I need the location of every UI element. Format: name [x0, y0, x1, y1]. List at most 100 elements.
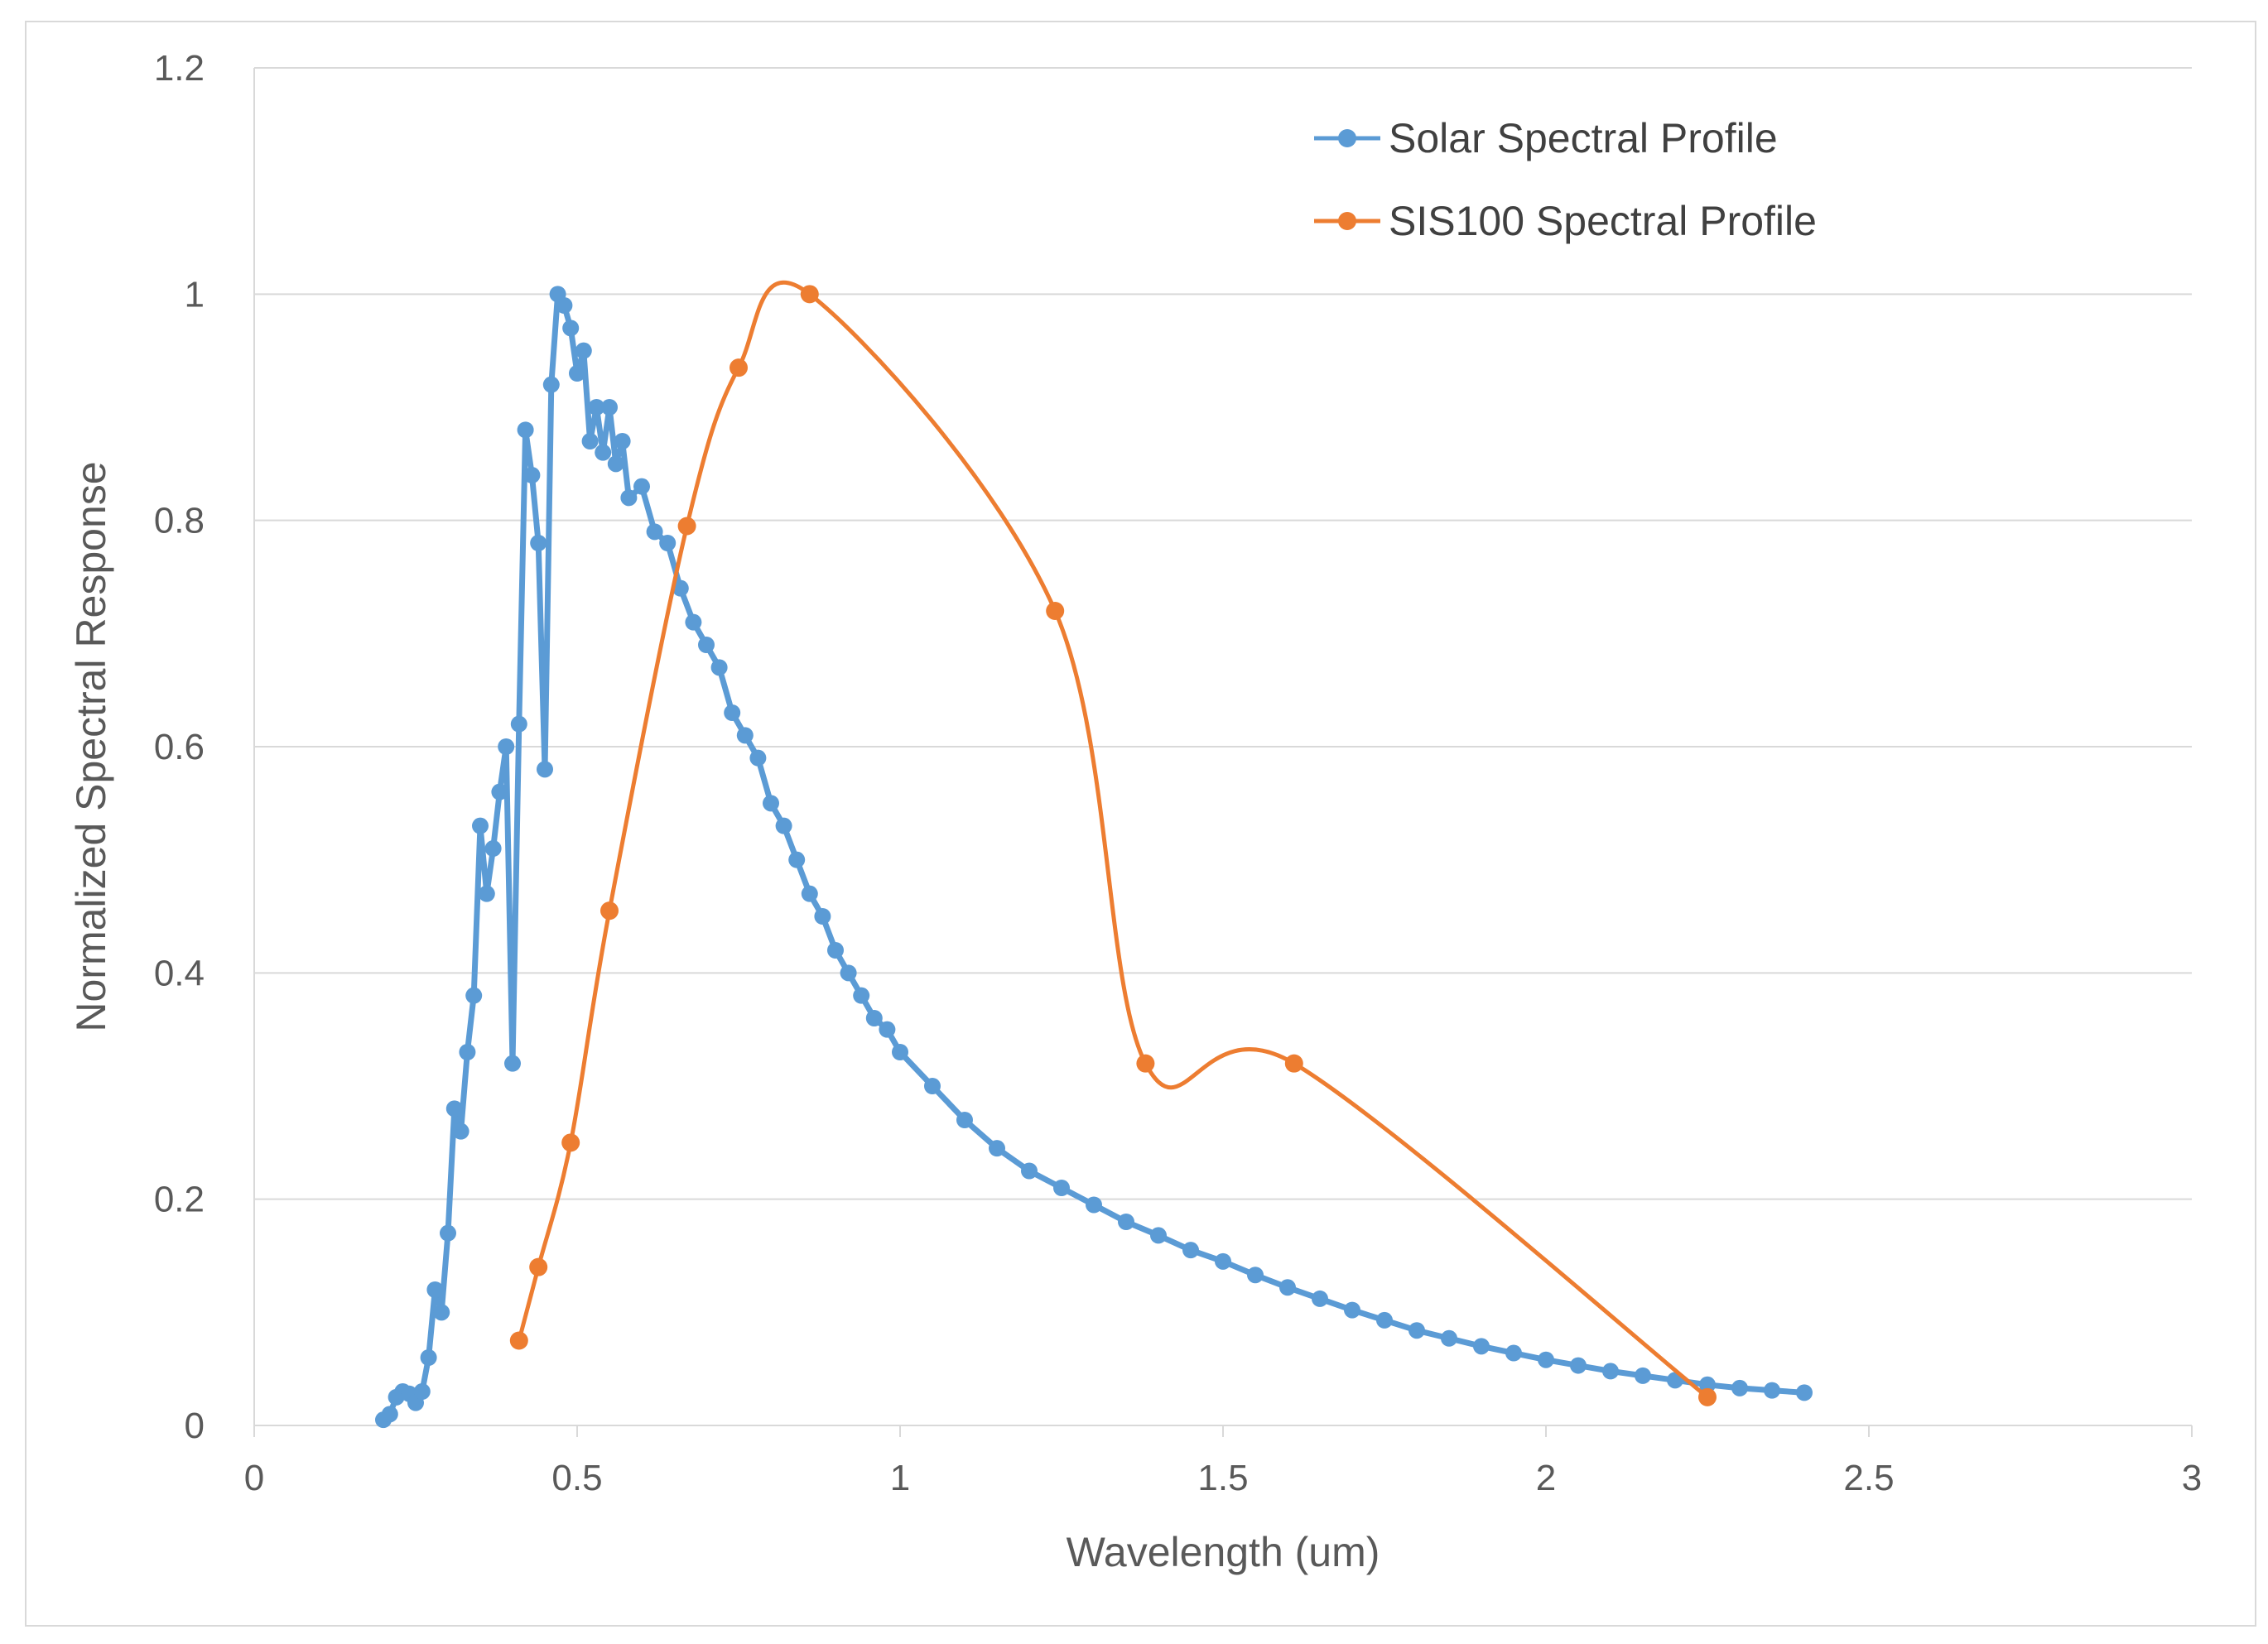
data-point	[1376, 1311, 1393, 1329]
data-point	[633, 478, 650, 495]
legend-item-solar: Solar Spectral Profile	[1314, 115, 1778, 161]
legend-marker-solar	[1338, 129, 1356, 147]
data-point	[736, 727, 754, 744]
data-point	[724, 704, 741, 721]
data-point	[1796, 1384, 1813, 1401]
data-point	[659, 535, 677, 551]
data-point	[840, 964, 857, 982]
series-line	[381, 291, 1805, 1422]
y-tick-label: 0.6	[154, 727, 205, 767]
data-point	[1505, 1344, 1522, 1362]
data-point	[620, 489, 638, 507]
data-point	[1279, 1279, 1296, 1296]
data-point	[827, 942, 844, 959]
y-tick-label: 1	[185, 274, 205, 315]
data-point	[1538, 1351, 1554, 1368]
data-point	[561, 1133, 580, 1152]
data-point	[1215, 1252, 1231, 1270]
data-point	[1118, 1214, 1134, 1230]
data-point	[1570, 1357, 1587, 1374]
data-point	[814, 908, 831, 925]
legend-label-solar: Solar Spectral Profile	[1389, 115, 1778, 161]
data-point	[1699, 1376, 1716, 1393]
legend-label-sis100: SIS100 Spectral Profile	[1389, 198, 1817, 244]
series-0	[375, 286, 1813, 1429]
data-point	[1731, 1379, 1748, 1396]
tick-labels: 0 0.2 0.4 0.6 0.8 1 1.2 0 0.5 1 1.5 2 2.5 3	[154, 48, 2202, 1498]
data-point	[498, 738, 515, 755]
data-point	[749, 749, 767, 767]
axes	[253, 68, 2193, 1437]
data-point	[924, 1078, 941, 1094]
data-point	[1053, 1180, 1070, 1196]
data-point	[607, 455, 624, 473]
data-point	[562, 320, 580, 337]
data-point	[685, 613, 702, 631]
x-tick-label: 0.5	[551, 1458, 602, 1498]
data-point	[1441, 1329, 1457, 1347]
x-tick-label: 2	[1536, 1458, 1556, 1498]
data-point	[672, 579, 689, 597]
x-tick-label: 1	[890, 1458, 910, 1498]
series-line	[517, 280, 1709, 1399]
data-point	[1247, 1267, 1264, 1284]
data-point	[1473, 1338, 1490, 1355]
data-point	[801, 885, 818, 902]
x-axis-title: Wavelength (um)	[1067, 1529, 1380, 1575]
data-point	[1602, 1363, 1619, 1380]
data-point	[1408, 1322, 1425, 1339]
data-point	[491, 783, 508, 800]
data-point	[510, 715, 527, 733]
data-point	[595, 444, 612, 461]
data-point	[523, 467, 541, 483]
data-point	[1136, 1054, 1155, 1073]
data-point	[956, 1112, 973, 1128]
data-point	[504, 1055, 521, 1072]
y-tick-label: 0.2	[154, 1180, 205, 1220]
data-point	[1635, 1367, 1651, 1384]
data-point	[381, 1406, 398, 1423]
data-point	[517, 421, 534, 439]
data-point	[614, 433, 631, 449]
data-point	[465, 987, 483, 1004]
chart-svg: 0 0.2 0.4 0.6 0.8 1 1.2 0 0.5 1 1.5 2 2.5 3 Wavelengt…	[68, 48, 2202, 1575]
x-tick-label: 3	[2182, 1458, 2202, 1498]
data-point	[1764, 1382, 1780, 1399]
series-layer	[375, 280, 1813, 1429]
data-point	[1046, 602, 1065, 620]
data-point	[601, 399, 618, 416]
data-point	[800, 285, 819, 304]
data-point	[698, 637, 715, 653]
legend: Solar Spectral Profile SIS100 Spectral P…	[1314, 115, 1817, 244]
data-point	[775, 817, 792, 834]
data-point	[413, 1383, 431, 1400]
data-point	[1150, 1227, 1167, 1244]
data-point	[1086, 1196, 1102, 1214]
data-point	[730, 358, 748, 377]
data-point	[989, 1140, 1005, 1157]
data-point	[478, 885, 495, 902]
data-point	[865, 1010, 883, 1026]
data-point	[710, 659, 728, 676]
data-point	[677, 517, 696, 536]
chart-frame: 0 0.2 0.4 0.6 0.8 1 1.2 0 0.5 1 1.5 2 2.5 3 Wavelengt…	[25, 21, 2256, 1627]
data-point	[420, 1349, 437, 1366]
data-point	[1182, 1242, 1199, 1259]
x-tick-label: 1.5	[1197, 1458, 1248, 1498]
data-point	[445, 1100, 463, 1118]
data-point	[537, 761, 553, 778]
data-point	[1344, 1301, 1360, 1319]
data-point	[1284, 1054, 1303, 1073]
grid-lines	[254, 67, 2192, 1200]
data-point	[484, 840, 502, 857]
x-tick-label: 2.5	[1843, 1458, 1894, 1498]
data-point	[646, 523, 663, 541]
y-tick-label: 0.8	[154, 501, 205, 541]
legend-marker-sis100	[1338, 212, 1356, 230]
data-point	[556, 297, 573, 314]
y-axis-title: Normalized Spectral Response	[68, 461, 114, 1031]
data-point	[440, 1224, 456, 1242]
data-point	[581, 433, 599, 449]
data-point	[1312, 1290, 1328, 1307]
data-point	[879, 1021, 896, 1038]
